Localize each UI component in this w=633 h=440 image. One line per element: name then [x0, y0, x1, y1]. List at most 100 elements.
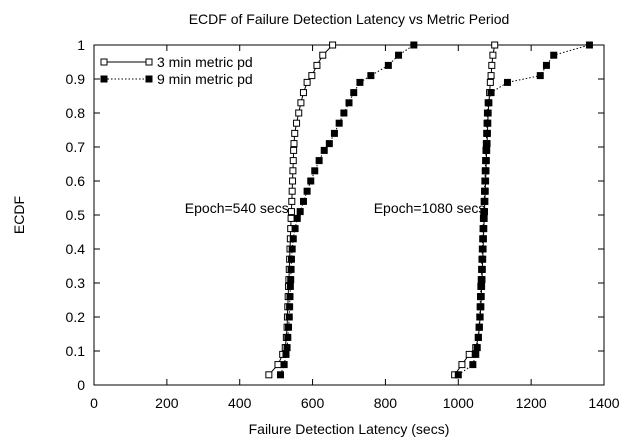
- legend-label: 3 min metric pd: [157, 54, 253, 70]
- x-tick-label: 1000: [443, 395, 474, 411]
- data-point: [289, 235, 297, 243]
- data-point: [330, 129, 338, 137]
- data-point: [479, 225, 487, 233]
- data-point: [454, 371, 462, 379]
- x-tick-label: 200: [155, 395, 179, 411]
- data-point: [277, 371, 285, 379]
- data-point: [410, 41, 418, 49]
- data-point: [478, 245, 486, 253]
- data-point: [303, 78, 311, 86]
- data-point: [285, 313, 293, 321]
- data-point: [290, 146, 298, 154]
- data-point: [350, 89, 358, 97]
- data-point: [296, 208, 304, 216]
- data-point: [265, 371, 273, 379]
- y-tick-label: 0.8: [66, 105, 86, 121]
- data-point: [329, 41, 337, 49]
- data-point: [315, 157, 323, 165]
- data-point: [477, 282, 485, 290]
- y-tick-label: 0.4: [66, 241, 86, 257]
- x-tick-label: 800: [374, 395, 398, 411]
- y-axis-label: ECDF: [11, 196, 27, 234]
- epoch-annotation: Epoch=540 secs: [185, 200, 289, 216]
- legend-marker: [100, 58, 108, 66]
- data-point: [287, 214, 295, 222]
- data-point: [291, 225, 299, 233]
- data-point: [311, 167, 319, 175]
- data-point: [476, 313, 484, 321]
- data-point: [482, 146, 490, 154]
- data-point: [550, 51, 558, 59]
- data-point: [356, 78, 364, 86]
- data-point: [340, 109, 348, 117]
- data-point: [320, 146, 328, 154]
- data-point: [484, 99, 492, 107]
- data-point: [465, 350, 473, 358]
- y-tick-label: 0.7: [66, 139, 86, 155]
- data-point: [474, 333, 482, 341]
- data-point: [469, 361, 477, 369]
- data-point: [287, 265, 295, 273]
- data-point: [291, 129, 299, 137]
- data-point: [395, 51, 403, 59]
- data-point: [288, 245, 296, 253]
- data-point: [489, 51, 497, 59]
- data-point: [491, 41, 499, 49]
- x-tick-label: 400: [228, 395, 252, 411]
- legend-marker: [145, 58, 153, 66]
- legend-marker: [100, 75, 108, 83]
- legend-label: 9 min metric pd: [157, 71, 253, 87]
- data-point: [487, 89, 495, 97]
- data-point: [503, 78, 511, 86]
- data-point: [479, 214, 487, 222]
- series-layer: [265, 41, 593, 379]
- data-point: [325, 140, 333, 148]
- data-point: [472, 350, 480, 358]
- legend-marker: [145, 75, 153, 83]
- data-point: [299, 89, 307, 97]
- data-point: [303, 187, 311, 195]
- data-point: [478, 265, 486, 273]
- data-point: [479, 235, 487, 243]
- chart-title: ECDF of Failure Detection Latency vs Met…: [189, 11, 510, 27]
- data-point: [297, 99, 305, 107]
- y-tick-label: 0.9: [66, 71, 86, 87]
- data-point: [482, 140, 490, 148]
- data-point: [287, 255, 295, 263]
- x-tick-label: 1200: [516, 395, 547, 411]
- data-point: [289, 167, 297, 175]
- x-tick-label: 600: [301, 395, 325, 411]
- data-point: [487, 72, 495, 80]
- data-point: [307, 177, 315, 185]
- data-point: [319, 51, 327, 59]
- data-point: [284, 333, 292, 341]
- y-tick-label: 0.1: [66, 343, 86, 359]
- y-tick-label: 1: [77, 37, 85, 53]
- data-point: [345, 99, 353, 107]
- data-point: [287, 208, 295, 216]
- data-point: [295, 109, 303, 117]
- data-point: [286, 293, 294, 301]
- data-point: [313, 61, 321, 69]
- data-point: [481, 177, 489, 185]
- data-point: [542, 61, 550, 69]
- epoch-annotation: Epoch=1080 secs: [374, 200, 486, 216]
- data-point: [477, 276, 485, 284]
- data-point: [536, 72, 544, 80]
- data-point: [473, 344, 481, 352]
- data-point: [286, 282, 294, 290]
- data-point: [486, 78, 494, 86]
- axes: 0 0.1 0.2 0.3 0.4 0.5 0.6 0.7 0.8 0.9 1 0 200 400 600 8…: [66, 37, 620, 411]
- data-point: [285, 323, 293, 331]
- data-point: [478, 255, 486, 263]
- plot-frame: [93, 44, 605, 386]
- data-point: [384, 61, 392, 69]
- data-point: [477, 293, 485, 301]
- legend: 3 min metric pd9 min metric pd: [100, 54, 253, 87]
- data-point: [293, 119, 301, 127]
- data-point: [480, 197, 488, 205]
- data-point: [283, 344, 291, 352]
- data-point: [289, 177, 297, 185]
- data-point: [481, 187, 489, 195]
